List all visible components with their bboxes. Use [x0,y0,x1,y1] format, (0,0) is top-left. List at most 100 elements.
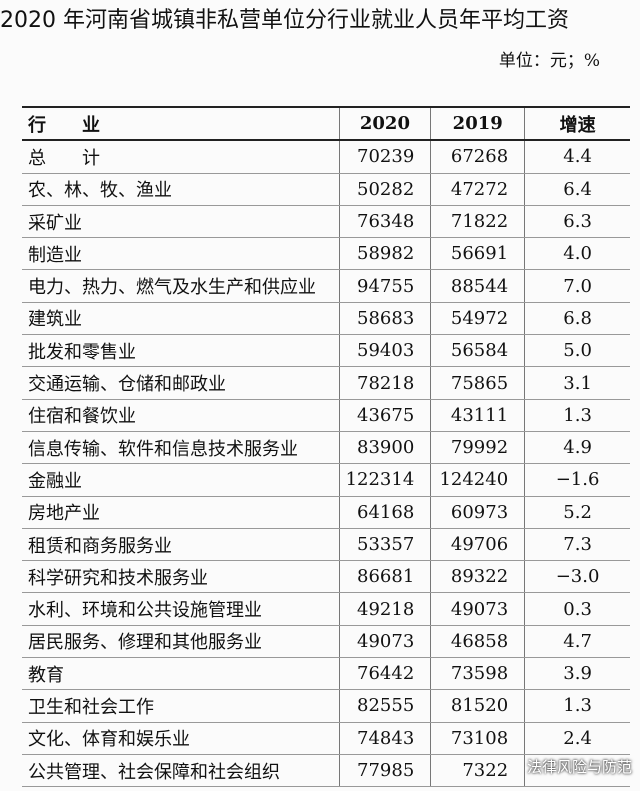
industry-cell: 水利、环境和公共设施管理业 [22,592,340,626]
table-row: 农、林、牧、渔业 50282 47272 6.4 [22,173,630,206]
value-cell: 47272 [430,173,525,206]
industry-cell: 文化、体育和娱乐业 [22,722,340,755]
value-cell: 49706 [430,528,525,562]
watermark: 法律风险与防范 [526,758,632,776]
table-row: 电力、热力、燃气及水生产和供应业 94755 88544 7.0 [22,269,630,303]
value-cell: 43675 [338,399,431,432]
table-row: 交通运输、仓储和邮政业 78218 75865 3.1 [22,366,630,400]
value-cell: 4.0 [524,237,630,271]
table-row: 总 计 70239 67268 4.4 [22,140,630,174]
value-cell: 49218 [338,592,431,626]
value-cell: 67268 [430,140,525,174]
industry-cell: 农、林、牧、渔业 [22,173,340,206]
value-cell: 88544 [430,269,525,303]
value-cell: 3.1 [524,366,630,400]
value-cell: 7.0 [524,269,630,303]
value-cell: 53357 [338,528,431,562]
header-cell: 增速 [524,105,630,142]
value-cell: 0.3 [524,592,630,626]
value-cell: 43111 [430,399,525,432]
value-cell [524,754,630,788]
industry-cell: 居民服务、修理和其他服务业 [22,625,340,659]
value-cell: 5.0 [524,334,630,368]
value-cell: 64168 [338,496,431,529]
table-row: 批发和零售业 59403 56584 5.0 [22,334,630,368]
industry-cell: 住宿和餐饮业 [22,399,340,432]
industry-cell: 公共管理、社会保障和社会组织 [22,754,340,788]
table-row: 建筑业 58683 54972 6.8 [22,302,630,336]
value-cell: 49073 [338,625,431,659]
value-cell: 79992 [430,431,525,465]
value-cell: 46858 [430,625,525,659]
industry-cell: 交通运输、仓储和邮政业 [22,366,340,400]
value-cell: 81520 [430,689,525,723]
value-cell: 1.3 [524,689,630,723]
value-cell: 1.3 [524,399,630,432]
value-cell: 77985 [338,754,431,788]
value-cell: 73108 [430,722,525,755]
value-cell: 2.4 [524,722,630,755]
industry-cell: 租赁和商务服务业 [22,528,340,562]
industry-cell: 卫生和社会工作 [22,689,340,723]
value-cell: 83900 [338,431,431,465]
value-cell: −3.0 [524,560,630,594]
header-cell: 2020 [338,105,431,142]
industry-cell: 制造业 [22,237,340,271]
table-row: 信息传输、软件和信息技术服务业 83900 79992 4.9 [22,431,630,465]
industry-cell: 采矿业 [22,205,340,239]
value-cell: 3.9 [524,657,630,691]
table-row: 居民服务、修理和其他服务业 49073 46858 4.7 [22,625,630,659]
value-cell: 89322 [430,560,525,594]
industry-cell: 总 计 [22,140,340,174]
value-cell: 71822 [430,205,525,239]
table-row: 制造业 58982 56691 4.0 [22,237,630,271]
value-cell: 124240 [430,463,525,497]
table-row: 租赁和商务服务业 53357 49706 7.3 [22,528,630,562]
value-cell: 4.9 [524,431,630,465]
header-cell: 行 业 [22,105,340,142]
value-cell: 122314 [338,463,431,497]
value-cell: 73598 [430,657,525,691]
table-row: 教育 76442 73598 3.9 [22,657,630,691]
header-cell: 2019 [430,105,525,142]
table-row: 文化、体育和娱乐业 74843 73108 2.4 [22,722,630,755]
wage-table: 行 业 2020 2019 增速总 计 70239 67268 4.4 农、林、牧、渔业 502… [22,105,630,788]
value-cell: 4.4 [524,140,630,174]
value-cell: 7.3 [524,528,630,562]
industry-cell: 金融业 [22,463,340,497]
industry-cell: 建筑业 [22,302,340,336]
industry-cell: 教育 [22,657,340,691]
value-cell: 94755 [338,269,431,303]
value-cell: 86681 [338,560,431,594]
table-row: 科学研究和技术服务业 86681 89322 −3.0 [22,560,630,594]
value-cell: 6.3 [524,205,630,239]
value-cell: 60973 [430,496,525,529]
value-cell: 70239 [338,140,431,174]
value-cell: 49073 [430,592,525,626]
table-row: 住宿和餐饮业 43675 43111 1.3 [22,399,630,432]
table-row: 采矿业 76348 71822 6.3 [22,205,630,239]
value-cell: 54972 [430,302,525,336]
industry-cell: 房地产业 [22,496,340,529]
value-cell: 6.8 [524,302,630,336]
value-cell: 76348 [338,205,431,239]
table-row: 房地产业 64168 60973 5.2 [22,496,630,529]
value-cell: 6.4 [524,173,630,206]
industry-cell: 批发和零售业 [22,334,340,368]
table-row: 金融业 122314 124240 −1.6 [22,463,630,497]
value-cell: 5.2 [524,496,630,529]
industry-cell: 信息传输、软件和信息技术服务业 [22,431,340,465]
value-cell: 50282 [338,173,431,206]
industry-cell: 科学研究和技术服务业 [22,560,340,594]
industry-cell: 电力、热力、燃气及水生产和供应业 [22,269,340,303]
value-cell: 82555 [338,689,431,723]
unit-note: 单位：元；% [498,51,600,71]
value-cell: 56691 [430,237,525,271]
table-row: 卫生和社会工作 82555 81520 1.3 [22,689,630,723]
table-row: 水利、环境和公共设施管理业 49218 49073 0.3 [22,592,630,626]
value-cell: 56584 [430,334,525,368]
value-cell: 4.7 [524,625,630,659]
value-cell: −1.6 [524,463,630,497]
title: 2020 年河南省城镇非私营单位分行业就业人员年平均工资 [0,8,569,33]
